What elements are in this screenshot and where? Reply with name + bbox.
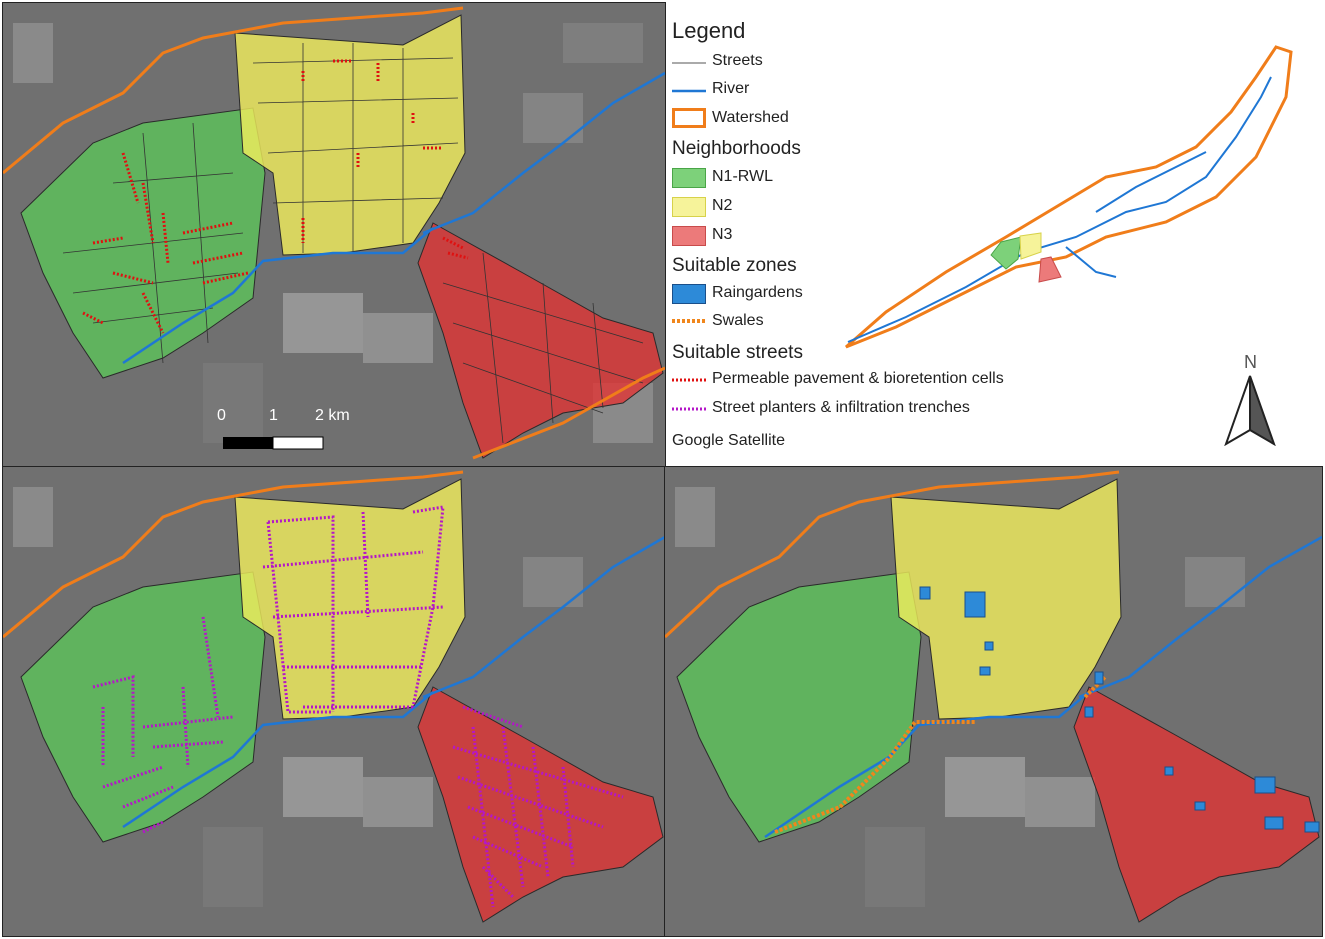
legend-raingardens: Raingardens: [712, 284, 803, 301]
satellite-texture: [13, 23, 653, 443]
watershed-boundary: [3, 6, 464, 175]
street-planters-streets: [92, 505, 624, 908]
overview-river: [847, 76, 1272, 343]
legend-n1: N1-RWL: [712, 168, 774, 185]
legend-suitable-streets-heading: Suitable streets: [672, 342, 803, 363]
watershed-boundary-c: [665, 470, 1120, 639]
legend-suitable-zones-heading: Suitable zones: [672, 255, 797, 276]
watershed-boundary-south: [472, 366, 665, 460]
planters-symbol: [672, 407, 706, 411]
legend-basemap: Google Satellite: [672, 432, 785, 449]
scale-label-2: 2 km: [315, 407, 350, 424]
satellite-texture-b: [13, 487, 583, 907]
map-panel-permeable-pavement: 0 1 2 km: [2, 2, 666, 468]
neighborhood-n3: [417, 222, 664, 459]
map-panel-raingardens-swales: [664, 466, 1323, 937]
legend-river: River: [712, 80, 750, 97]
swale-symbol: [672, 319, 706, 323]
river-line-lower-c: [764, 691, 1090, 839]
overview-river-branch-2: [1065, 246, 1117, 278]
n2-swatch: [672, 197, 706, 217]
raingarden-swatch: [672, 284, 706, 304]
legend-n2: N2: [712, 197, 733, 214]
river-line: [422, 71, 665, 235]
legend-neighborhoods-heading: Neighborhoods: [672, 138, 801, 159]
neighborhood-n2: [234, 14, 466, 256]
overview-watershed: [845, 45, 1293, 349]
river-line-lower: [122, 227, 434, 365]
overview-n2: [1019, 232, 1042, 260]
map-panel-street-planters: [2, 466, 666, 937]
satellite-texture-c: [675, 487, 1245, 907]
permeable-symbol: [672, 378, 706, 382]
legend-swales: Swales: [712, 312, 764, 329]
river-line-lower-b: [122, 691, 434, 829]
legend-panel: Legend Streets River Watershed Neighborh…: [666, 2, 1323, 466]
legend-planters: Street planters & infiltration trenches: [712, 399, 970, 416]
n1-swatch: [672, 168, 706, 188]
overview-n3: [1038, 256, 1062, 283]
river-line-c: [1078, 535, 1322, 699]
map-canvas-b: [3, 467, 665, 936]
overview-watershed-map: [845, 45, 1293, 349]
legend-title: Legend: [672, 18, 746, 43]
map-canvas-a: [3, 3, 665, 467]
map-canvas-c: [665, 467, 1322, 936]
north-label: N: [1244, 352, 1257, 372]
scale-label-0: 0: [217, 407, 226, 424]
north-arrow-icon: [1224, 375, 1276, 446]
legend-streets: Streets: [712, 52, 763, 69]
raingardens-layer: [919, 586, 1320, 833]
legend-permeable: Permeable pavement & bioretention cells: [712, 370, 1004, 387]
swales-layer: [774, 675, 1107, 834]
legend-watershed: Watershed: [712, 109, 789, 126]
river-symbol: [672, 89, 706, 93]
legend-n3: N3: [712, 226, 733, 243]
watershed-symbol: [672, 108, 706, 128]
scale-label-1: 1: [269, 407, 278, 424]
permeable-pavement-streets: [82, 59, 469, 334]
scale-bar: [223, 436, 324, 450]
streets-symbol: [672, 62, 706, 64]
n3-swatch: [672, 226, 706, 246]
overview-n1: [990, 236, 1022, 270]
river-line-b: [422, 535, 665, 699]
watershed-boundary-b: [3, 470, 464, 639]
neighborhood-n2-c: [890, 478, 1122, 720]
overview-river-branch: [1095, 151, 1207, 213]
